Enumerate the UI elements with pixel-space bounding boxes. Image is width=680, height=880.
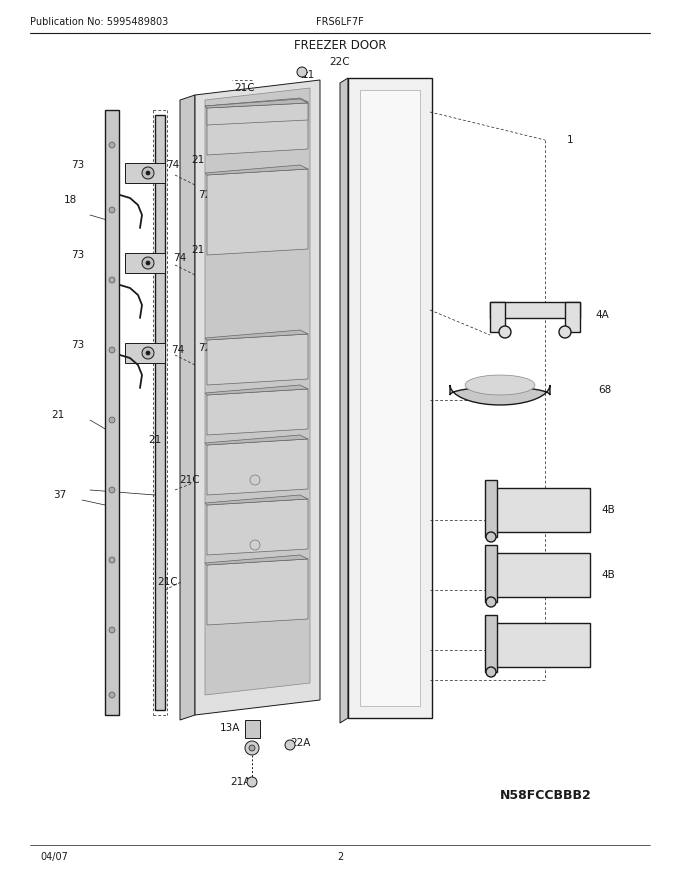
Circle shape bbox=[486, 597, 496, 607]
Circle shape bbox=[146, 171, 150, 175]
Circle shape bbox=[247, 777, 257, 787]
Text: 73: 73 bbox=[71, 340, 84, 350]
Polygon shape bbox=[490, 302, 505, 332]
Text: 37: 37 bbox=[53, 490, 67, 500]
Circle shape bbox=[142, 257, 154, 269]
Text: 22A: 22A bbox=[290, 738, 310, 748]
Polygon shape bbox=[207, 102, 308, 155]
Polygon shape bbox=[245, 720, 260, 738]
Circle shape bbox=[109, 557, 115, 563]
Text: 21: 21 bbox=[191, 245, 205, 255]
Polygon shape bbox=[340, 78, 348, 723]
Polygon shape bbox=[180, 95, 195, 720]
Text: 4B: 4B bbox=[601, 505, 615, 515]
Circle shape bbox=[109, 207, 115, 213]
Polygon shape bbox=[465, 375, 535, 395]
Circle shape bbox=[486, 532, 496, 542]
Text: 74: 74 bbox=[173, 253, 186, 263]
Polygon shape bbox=[495, 623, 590, 667]
Polygon shape bbox=[495, 488, 590, 532]
Text: 21C: 21C bbox=[158, 577, 178, 587]
Text: 13A: 13A bbox=[220, 723, 240, 733]
Polygon shape bbox=[207, 439, 308, 495]
Polygon shape bbox=[207, 169, 308, 255]
Text: 21: 21 bbox=[191, 155, 205, 165]
Polygon shape bbox=[105, 110, 119, 715]
Text: 74: 74 bbox=[167, 160, 180, 170]
Polygon shape bbox=[485, 480, 497, 537]
Polygon shape bbox=[207, 499, 308, 555]
Polygon shape bbox=[125, 343, 165, 363]
Text: 72: 72 bbox=[199, 190, 211, 200]
Polygon shape bbox=[485, 615, 497, 672]
Polygon shape bbox=[207, 103, 308, 125]
Polygon shape bbox=[348, 78, 432, 718]
Circle shape bbox=[297, 67, 307, 77]
Circle shape bbox=[142, 167, 154, 179]
Text: Publication No: 5995489803: Publication No: 5995489803 bbox=[30, 17, 168, 27]
Text: 21: 21 bbox=[52, 410, 65, 420]
Polygon shape bbox=[205, 330, 308, 340]
Circle shape bbox=[109, 627, 115, 633]
Text: 72: 72 bbox=[199, 343, 211, 353]
Text: 21: 21 bbox=[148, 435, 162, 445]
Circle shape bbox=[245, 741, 259, 755]
Polygon shape bbox=[205, 88, 310, 695]
Circle shape bbox=[249, 745, 255, 751]
Polygon shape bbox=[495, 553, 590, 597]
Circle shape bbox=[559, 326, 571, 338]
Text: 4B: 4B bbox=[601, 570, 615, 580]
Text: 73: 73 bbox=[71, 250, 84, 260]
Text: 68: 68 bbox=[598, 385, 611, 395]
Polygon shape bbox=[207, 559, 308, 625]
Text: 11: 11 bbox=[301, 70, 315, 80]
Circle shape bbox=[109, 277, 115, 283]
Circle shape bbox=[486, 667, 496, 677]
Polygon shape bbox=[207, 389, 308, 435]
Circle shape bbox=[109, 692, 115, 698]
Text: 22C: 22C bbox=[330, 57, 350, 67]
Polygon shape bbox=[490, 302, 580, 318]
Polygon shape bbox=[125, 163, 165, 183]
Polygon shape bbox=[205, 99, 308, 108]
Polygon shape bbox=[205, 165, 308, 175]
Polygon shape bbox=[485, 545, 497, 602]
Polygon shape bbox=[195, 80, 320, 715]
Circle shape bbox=[146, 261, 150, 265]
Circle shape bbox=[109, 487, 115, 493]
Text: N58FCCBBB2: N58FCCBBB2 bbox=[500, 788, 592, 802]
Polygon shape bbox=[155, 115, 165, 710]
Polygon shape bbox=[205, 555, 308, 565]
Polygon shape bbox=[205, 385, 308, 395]
Circle shape bbox=[109, 347, 115, 353]
Polygon shape bbox=[205, 435, 308, 445]
Text: 2: 2 bbox=[337, 852, 343, 862]
Text: 1: 1 bbox=[566, 135, 573, 145]
Text: FRS6LF7F: FRS6LF7F bbox=[316, 17, 364, 27]
Polygon shape bbox=[205, 98, 308, 108]
Circle shape bbox=[142, 347, 154, 359]
Text: 21A: 21A bbox=[230, 777, 250, 787]
Text: 73: 73 bbox=[71, 160, 84, 170]
Circle shape bbox=[146, 351, 150, 355]
Text: FREEZER DOOR: FREEZER DOOR bbox=[294, 39, 386, 52]
Polygon shape bbox=[360, 90, 420, 706]
Circle shape bbox=[499, 326, 511, 338]
Circle shape bbox=[109, 417, 115, 423]
Text: 74: 74 bbox=[171, 345, 185, 355]
Polygon shape bbox=[207, 334, 308, 385]
Text: 4A: 4A bbox=[595, 310, 609, 320]
Circle shape bbox=[285, 740, 295, 750]
Polygon shape bbox=[125, 253, 165, 273]
Circle shape bbox=[109, 142, 115, 148]
Text: 21C: 21C bbox=[180, 475, 201, 485]
Text: 21C: 21C bbox=[235, 83, 255, 93]
Polygon shape bbox=[205, 495, 308, 505]
Text: 04/07: 04/07 bbox=[40, 852, 68, 862]
Text: 18: 18 bbox=[63, 195, 77, 205]
Polygon shape bbox=[450, 385, 550, 405]
Polygon shape bbox=[565, 302, 580, 332]
